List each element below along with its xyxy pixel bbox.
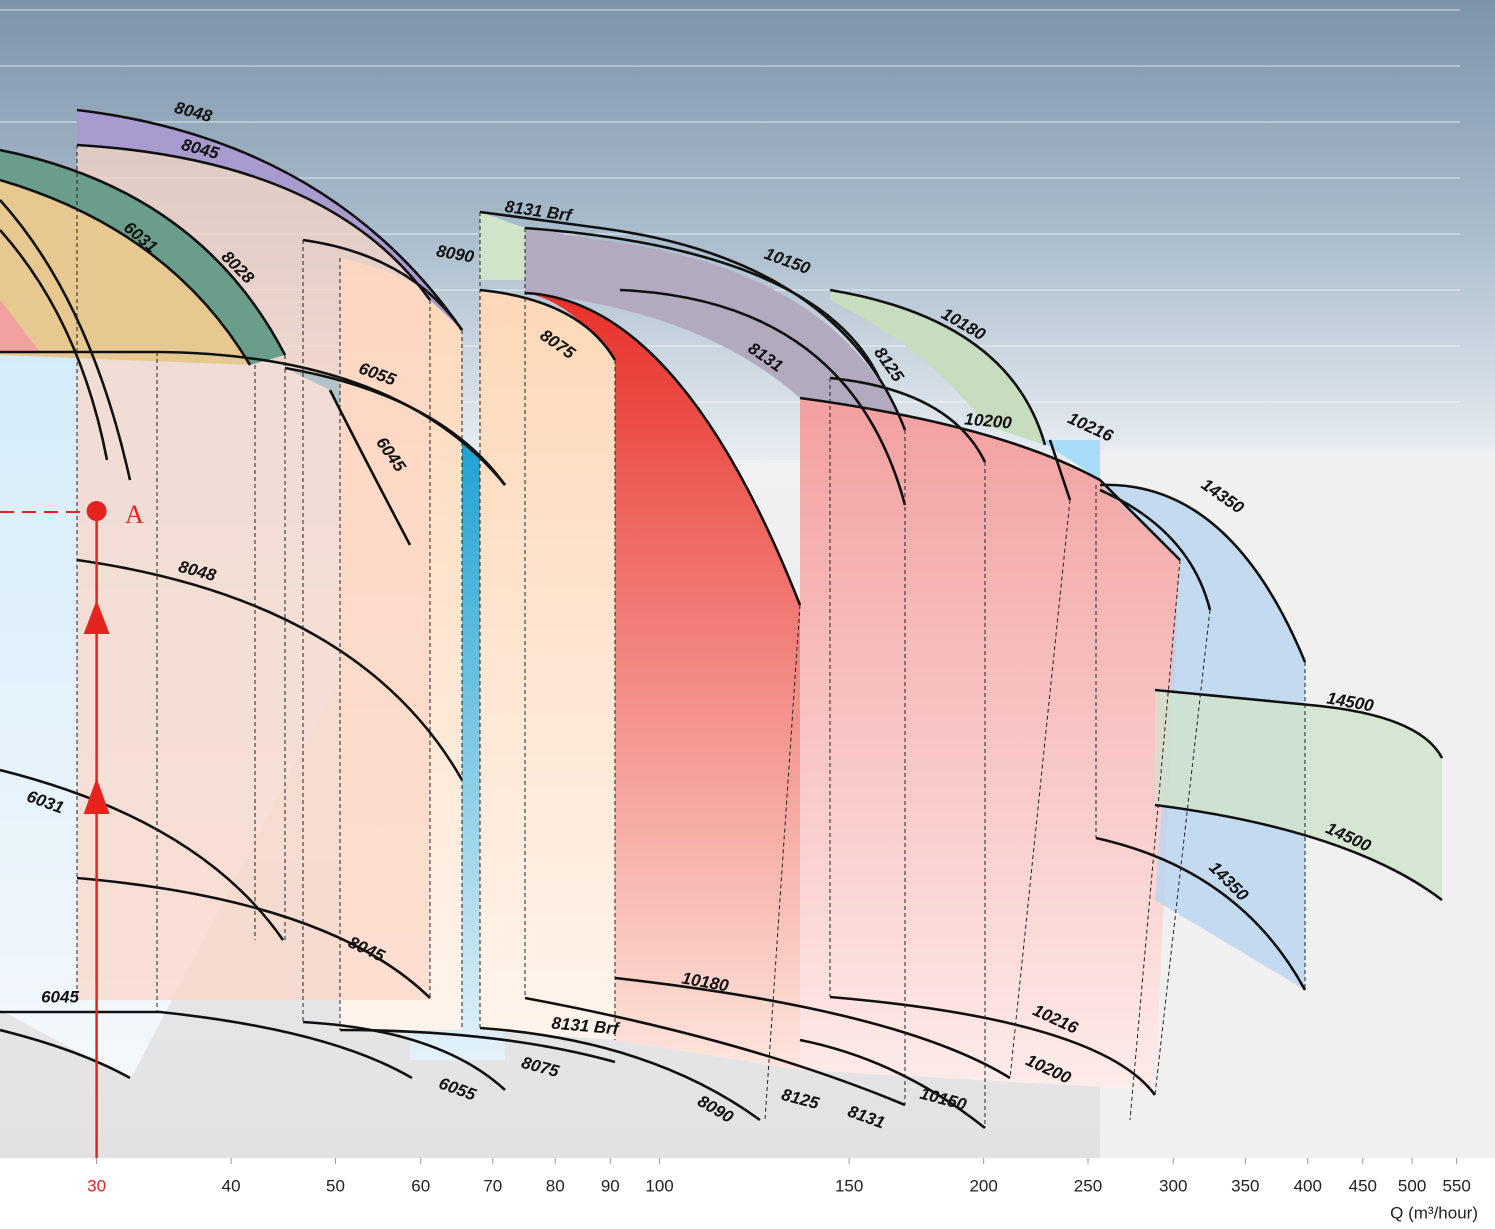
pump-bands [0,110,1442,1090]
x-tick-label: 400 [1294,1176,1322,1195]
x-tick-label: 300 [1159,1176,1187,1195]
x-tick-label: 90 [601,1176,620,1195]
dashed-guides [76,145,1306,1128]
pump-curves [0,108,1444,1130]
x-tick-label: 80 [546,1176,565,1195]
x-tick-label: 200 [969,1176,997,1195]
operating-point [86,501,107,521]
x-tick-label: 500 [1398,1176,1426,1195]
x-tick-label: 40 [222,1176,241,1195]
x-tick-label: 350 [1231,1176,1259,1195]
point-label: A [125,500,144,529]
x-tick-label: 60 [411,1176,430,1195]
x-tick-label: 250 [1074,1176,1102,1195]
x-tick-label: 150 [835,1176,863,1195]
x-axis-label: Q (m³/hour) [1390,1203,1478,1222]
x-tick-label: 450 [1349,1176,1377,1195]
x-tick-label: 30 [87,1176,106,1195]
x-tick-label: 70 [483,1176,502,1195]
x-tick-label: 100 [645,1176,673,1195]
x-tick-label: 50 [326,1176,345,1195]
curve-label: 6045 [41,987,79,1006]
x-tick-label: 550 [1442,1176,1470,1195]
curve-label: 10200 [964,409,1013,432]
